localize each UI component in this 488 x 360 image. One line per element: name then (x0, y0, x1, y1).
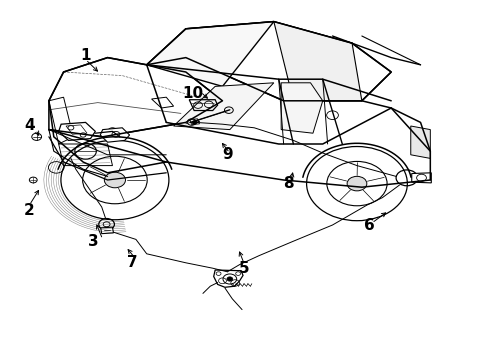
Circle shape (104, 172, 125, 188)
Circle shape (103, 222, 110, 227)
Polygon shape (213, 270, 243, 287)
Text: 5: 5 (239, 261, 249, 276)
Text: 9: 9 (222, 147, 232, 162)
Polygon shape (173, 83, 273, 130)
Text: 7: 7 (126, 255, 137, 270)
Text: 3: 3 (87, 234, 98, 249)
Polygon shape (146, 22, 273, 86)
Polygon shape (49, 58, 222, 137)
Circle shape (192, 121, 197, 124)
Circle shape (226, 277, 232, 281)
Polygon shape (59, 122, 95, 140)
Polygon shape (281, 83, 322, 133)
Polygon shape (273, 22, 361, 101)
Text: 2: 2 (24, 203, 35, 218)
Text: 10: 10 (182, 86, 203, 101)
Polygon shape (410, 126, 429, 158)
Polygon shape (151, 97, 173, 108)
Polygon shape (411, 173, 430, 183)
Polygon shape (101, 227, 113, 234)
Polygon shape (146, 22, 390, 101)
Text: 6: 6 (363, 217, 374, 233)
Circle shape (346, 176, 366, 191)
Circle shape (68, 126, 74, 130)
Polygon shape (100, 128, 129, 142)
Text: 8: 8 (283, 176, 293, 191)
Circle shape (80, 133, 86, 137)
Text: 1: 1 (80, 48, 91, 63)
Text: 4: 4 (24, 118, 35, 134)
